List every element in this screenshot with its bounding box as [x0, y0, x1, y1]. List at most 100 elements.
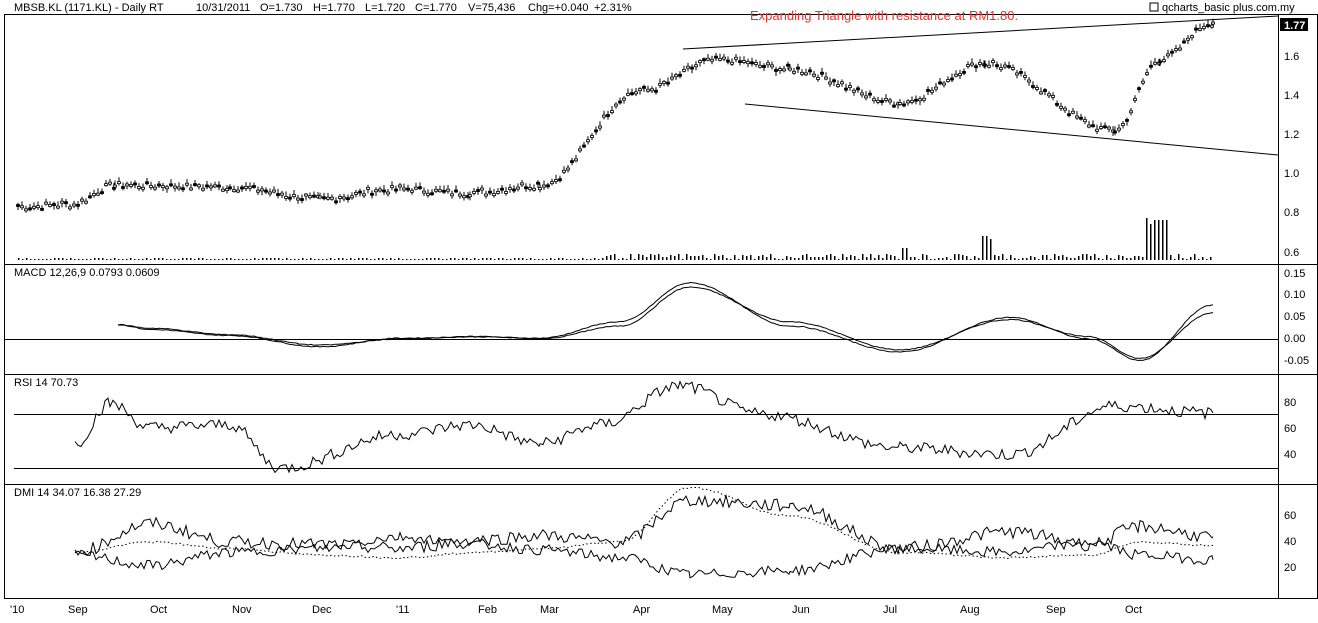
volume-bar	[758, 256, 760, 260]
volume-bar	[138, 259, 140, 260]
price-candle	[812, 73, 816, 77]
price-candle	[354, 192, 358, 195]
volume-bar	[498, 258, 500, 260]
volume-bar	[642, 255, 644, 260]
price-candle	[888, 99, 892, 103]
volume-bar	[858, 259, 860, 260]
price-candle	[1063, 107, 1067, 111]
header-change-pct: +2.31%	[594, 2, 632, 14]
price-candle	[662, 81, 666, 84]
volume-bar	[1062, 255, 1064, 260]
price-candle	[934, 86, 938, 90]
price-candle	[832, 79, 836, 83]
volume-bar	[1002, 254, 1004, 260]
volume-bar	[486, 258, 488, 260]
price-candle	[586, 139, 590, 143]
volume-bar	[566, 259, 568, 260]
price-candle	[1190, 35, 1194, 39]
header-symbol: MBSB.KL (1171.KL) - Daily RT	[14, 2, 164, 14]
price-candle	[438, 189, 442, 193]
volume-bar	[366, 258, 368, 260]
volume-bar	[1182, 258, 1184, 260]
price-candle	[938, 81, 942, 85]
price-candle	[686, 65, 690, 69]
price-candle	[414, 186, 418, 190]
price-candle	[966, 64, 970, 67]
volume-bar	[542, 259, 544, 260]
price-candle	[108, 181, 112, 185]
volume-bar	[1194, 254, 1196, 260]
volume-bar	[1066, 257, 1068, 260]
volume-bar	[510, 259, 512, 260]
volume-bar	[394, 259, 396, 260]
price-candle	[76, 203, 80, 207]
volume-bar	[466, 258, 468, 260]
volume-bar	[646, 257, 648, 260]
volume-bar	[902, 248, 904, 260]
volume-bar	[570, 259, 572, 260]
volume-bar	[538, 259, 540, 260]
price-candle	[536, 181, 540, 185]
volume-bar	[1050, 259, 1052, 260]
price-candle	[1095, 128, 1099, 132]
volume-bar	[258, 259, 260, 260]
x-tick: May	[712, 604, 733, 616]
price-candle	[722, 56, 726, 60]
volume-bar	[238, 259, 240, 260]
price-candle	[930, 89, 934, 93]
price-candle	[872, 98, 876, 102]
support-trendline	[744, 103, 1279, 156]
volume-bar	[226, 258, 228, 260]
volume-bar	[482, 258, 484, 260]
volume-bar	[1174, 259, 1176, 260]
volume-bar	[34, 259, 36, 260]
volume-bar	[998, 256, 1000, 260]
price-candle	[902, 103, 906, 107]
volume-bar	[102, 258, 104, 260]
volume-bar	[690, 256, 692, 260]
volume-bar	[346, 259, 348, 260]
price-candle	[774, 69, 778, 72]
volume-bar	[630, 254, 632, 260]
chart-annotation: Expanding Triangle with resistance at RM…	[750, 8, 1018, 23]
volume-bar	[626, 259, 628, 260]
volume-bar	[926, 255, 928, 260]
price-candle	[528, 187, 532, 190]
price-candle	[181, 187, 185, 191]
price-tick: 0.8	[1284, 207, 1299, 219]
price-candle	[476, 189, 480, 192]
volume-bar	[622, 258, 624, 260]
volume-bar	[1022, 258, 1024, 260]
volume-bar	[1010, 255, 1012, 260]
price-candle	[1137, 87, 1141, 91]
volume-bar	[294, 259, 296, 260]
volume-bar	[246, 259, 248, 260]
volume-bar	[994, 255, 996, 260]
volume-bar	[946, 257, 948, 260]
volume-bar	[806, 254, 808, 260]
price-candle	[844, 87, 848, 91]
price-candle	[1059, 105, 1063, 109]
price-candle	[454, 189, 458, 193]
volume-bar	[1202, 257, 1204, 260]
volume-bar	[182, 258, 184, 260]
price-candle	[578, 148, 582, 152]
price-candle	[876, 99, 880, 103]
price-candle	[209, 185, 213, 189]
price-candle	[508, 187, 512, 191]
price-candle	[236, 189, 240, 193]
price-candle	[654, 89, 658, 93]
header-close: C=1.770	[415, 2, 457, 14]
price-candle	[228, 186, 232, 190]
price-candle	[1047, 93, 1051, 97]
rsi-title: RSI 14 70.73	[14, 377, 78, 389]
volume-bar	[202, 258, 204, 260]
volume-bar	[978, 258, 980, 260]
volume-bar	[458, 259, 460, 260]
price-candle	[918, 98, 922, 102]
price-candle	[96, 192, 100, 196]
price-candle	[558, 178, 562, 182]
price-candle	[504, 191, 508, 194]
price-candle	[362, 193, 366, 197]
price-candle	[1210, 24, 1214, 28]
